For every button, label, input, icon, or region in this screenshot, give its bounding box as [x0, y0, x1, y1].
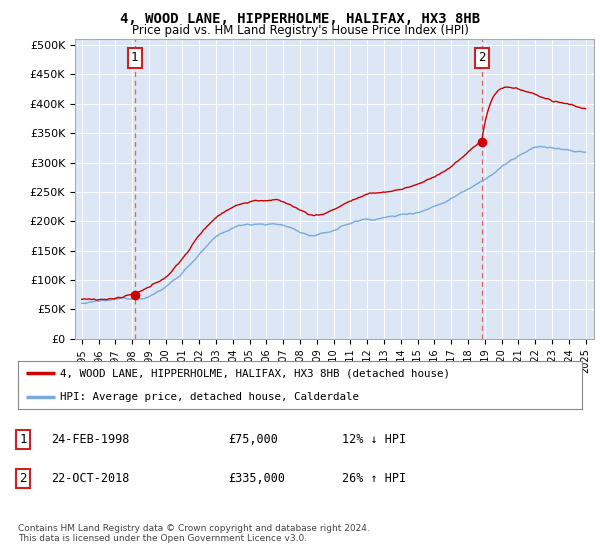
Text: 12% ↓ HPI: 12% ↓ HPI — [342, 433, 406, 446]
Text: Contains HM Land Registry data © Crown copyright and database right 2024.
This d: Contains HM Land Registry data © Crown c… — [18, 524, 370, 543]
Text: £75,000: £75,000 — [228, 433, 278, 446]
Text: 22-OCT-2018: 22-OCT-2018 — [51, 472, 130, 486]
Text: 2: 2 — [19, 472, 26, 486]
Text: £335,000: £335,000 — [228, 472, 285, 486]
Text: 26% ↑ HPI: 26% ↑ HPI — [342, 472, 406, 486]
Text: 24-FEB-1998: 24-FEB-1998 — [51, 433, 130, 446]
Text: 1: 1 — [19, 433, 26, 446]
Text: 4, WOOD LANE, HIPPERHOLME, HALIFAX, HX3 8HB: 4, WOOD LANE, HIPPERHOLME, HALIFAX, HX3 … — [120, 12, 480, 26]
Text: 1: 1 — [131, 52, 139, 64]
Text: Price paid vs. HM Land Registry's House Price Index (HPI): Price paid vs. HM Land Registry's House … — [131, 24, 469, 36]
Text: 4, WOOD LANE, HIPPERHOLME, HALIFAX, HX3 8HB (detached house): 4, WOOD LANE, HIPPERHOLME, HALIFAX, HX3 … — [60, 368, 450, 378]
Text: 2: 2 — [478, 52, 485, 64]
Text: HPI: Average price, detached house, Calderdale: HPI: Average price, detached house, Cald… — [60, 392, 359, 402]
